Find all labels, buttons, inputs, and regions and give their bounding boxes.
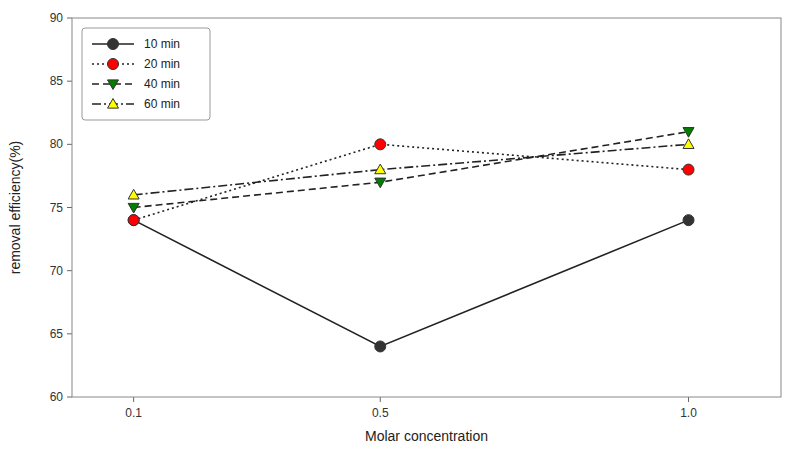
y-tick-label: 90 [50, 11, 64, 25]
x-tick-label: 1.0 [680, 406, 697, 420]
x-axis-label: Molar concentration [365, 428, 488, 444]
y-tick-label: 70 [50, 264, 64, 278]
y-tick-label: 80 [50, 137, 64, 151]
point-marker [683, 139, 694, 149]
x-tick-label: 0.1 [125, 406, 142, 420]
x-tick [380, 397, 381, 402]
y-tick [67, 270, 72, 271]
legend-marker [108, 99, 119, 109]
legend-label: 20 min [144, 57, 180, 71]
legend-label: 60 min [144, 97, 180, 111]
plot-frame [72, 18, 781, 397]
y-tick [67, 397, 72, 398]
y-tick-label: 75 [50, 201, 64, 215]
series-line [134, 144, 689, 220]
legend-marker [108, 80, 119, 90]
series-line [134, 132, 689, 208]
x-tick-label: 0.5 [372, 406, 389, 420]
point-marker [375, 178, 386, 188]
legend-label: 40 min [144, 77, 180, 91]
plot-area [128, 128, 694, 352]
y-tick [67, 207, 72, 208]
series-line [134, 220, 689, 346]
chart: 60 65 70 75 80 85 90 0.1 0.5 1.0 Molar concentrati… [0, 0, 801, 455]
y-tick-label: 85 [50, 74, 64, 88]
point-marker [128, 215, 139, 226]
point-marker [375, 341, 386, 352]
legend-marker [108, 59, 119, 70]
y-axis-label: removal efficiency(%) [7, 141, 23, 275]
x-tick [688, 397, 689, 402]
y-tick-label: 60 [50, 390, 64, 404]
y-tick [67, 144, 72, 145]
point-marker [683, 164, 694, 175]
point-marker [683, 128, 694, 138]
y-tick [67, 18, 72, 19]
legend-marker [108, 39, 119, 50]
legend-label: 10 min [144, 37, 180, 51]
point-marker [375, 139, 386, 150]
point-marker [128, 203, 139, 213]
legend-box [82, 28, 210, 120]
point-marker [375, 164, 386, 174]
legend: 10 min 20 min 40 min 60 min [82, 28, 210, 120]
y-tick [67, 81, 72, 82]
series-line [134, 144, 689, 195]
point-marker [128, 189, 139, 199]
y-tick-label: 65 [50, 327, 64, 341]
y-tick [67, 333, 72, 334]
x-tick [133, 397, 134, 402]
point-marker [683, 215, 694, 226]
point-marker [128, 215, 139, 226]
